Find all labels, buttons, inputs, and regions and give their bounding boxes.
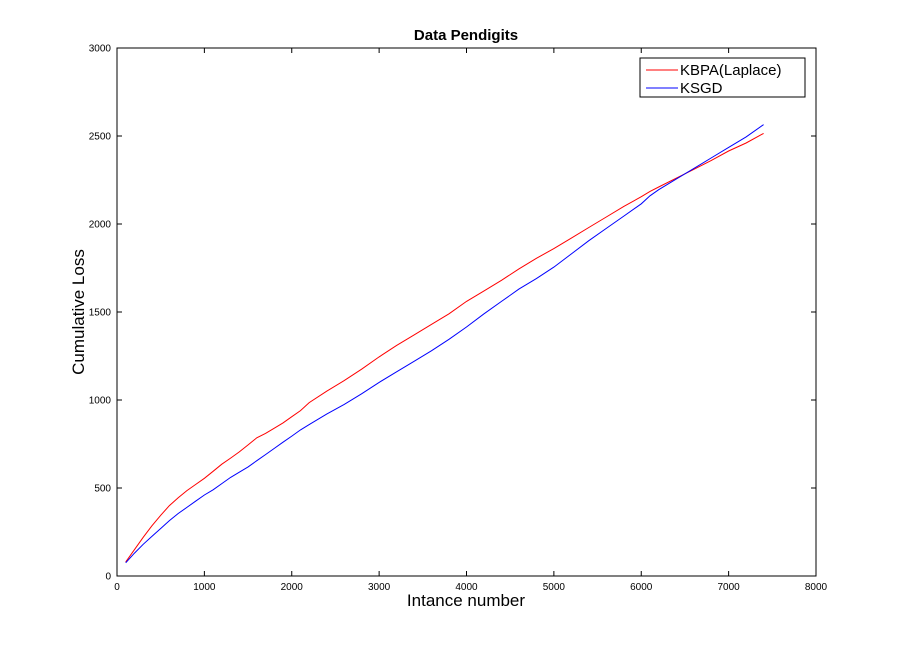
y-tick-label: 1000 [89, 396, 112, 407]
series-line-ksgd [125, 124, 764, 564]
x-tick-label: 3000 [368, 582, 391, 593]
y-tick-label: 3000 [89, 44, 112, 55]
x-axis-label: Intance number [407, 591, 525, 610]
legend-label-kbpa: KBPA(Laplace) [680, 62, 781, 79]
x-tick-label: 6000 [630, 582, 653, 593]
y-axis: 0 500 1000 1500 2000 2500 3000 [89, 44, 816, 583]
x-tick-label: 8000 [805, 582, 828, 593]
x-tick-label: 1000 [193, 582, 216, 593]
plot-area [116, 47, 817, 577]
y-tick-label: 2000 [89, 220, 112, 231]
series-layer [125, 124, 764, 564]
y-tick-label: 2500 [89, 132, 112, 143]
x-tick-label: 4000 [455, 582, 478, 593]
legend-label-ksgd: KSGD [680, 80, 723, 97]
x-tick-label: 7000 [718, 582, 741, 593]
y-tick-label: 500 [94, 484, 111, 495]
legend: KBPA(Laplace) KSGD [639, 57, 806, 98]
y-tick-label: 0 [105, 572, 111, 583]
x-tick-label: 2000 [281, 582, 304, 593]
x-axis: 0 1000 2000 3000 4000 5000 6000 7000 8000 [114, 48, 828, 593]
x-tick-label: 0 [114, 582, 120, 593]
x-tick-label: 5000 [543, 582, 566, 593]
y-axis-label: Cumulative Loss [69, 249, 88, 375]
legend-box [639, 57, 806, 98]
series-line-kbpa-laplace [125, 132, 764, 563]
chart-title: Data Pendigits [414, 27, 518, 44]
y-tick-label: 1500 [89, 308, 112, 319]
